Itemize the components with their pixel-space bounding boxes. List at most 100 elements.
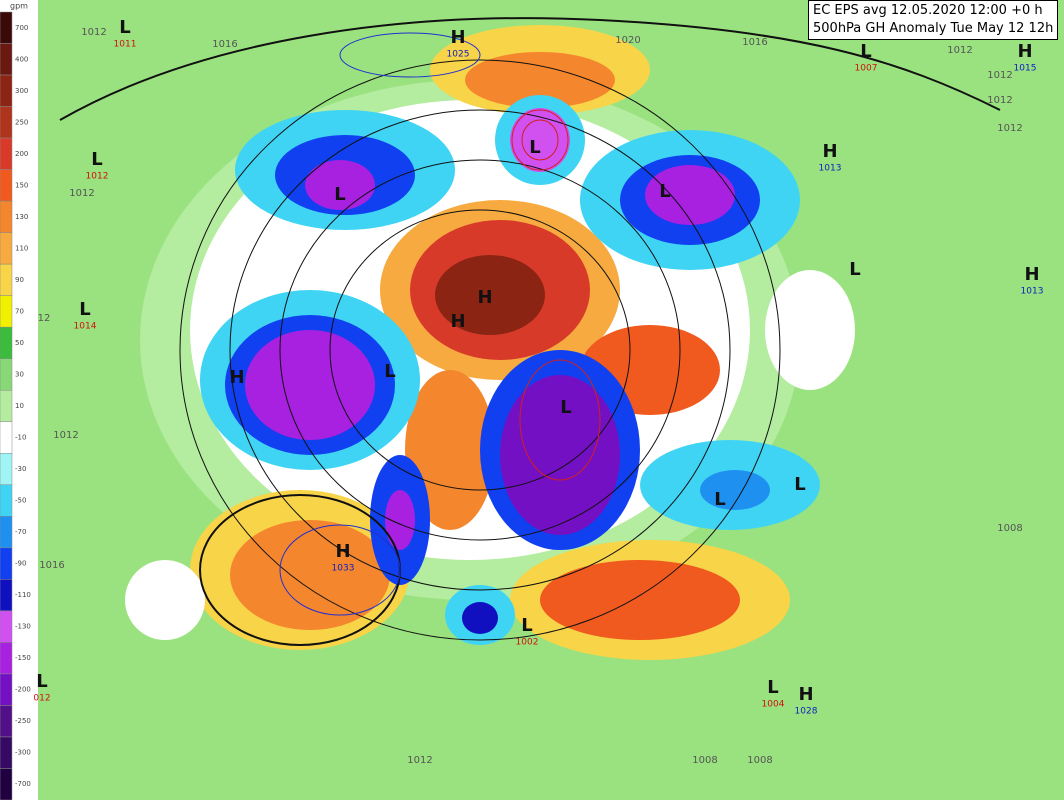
legend-swatch [0,295,13,328]
legend-label: -110 [15,591,31,599]
legend-label: 10 [15,402,24,410]
legend-swatch [0,169,13,202]
pressure-value: 1013 [1021,287,1044,297]
legend-swatch [0,673,13,706]
pressure-center: L [36,671,47,692]
legend-label: 150 [15,181,28,189]
legend-swatch [0,106,13,139]
pressure-value: 1004 [762,700,785,710]
legend-label: 110 [15,244,28,252]
pressure-center: H [335,541,350,562]
pressure-value: 1025 [447,50,470,60]
legend-label: 50 [15,339,24,347]
pressure-marker: L [714,489,725,510]
legend-swatch [0,137,13,170]
isobar-label: 1012 [407,755,432,766]
pressure-center: L [521,615,532,636]
legend-label: 30 [15,370,24,378]
pressure-marker: L [849,259,860,280]
pressure-marker: H [450,311,465,332]
legend-swatch [0,610,13,643]
isobar-label: 1008 [747,755,772,766]
pressure-marker: L [659,181,670,202]
isobar-label: 1012 [987,70,1012,81]
pressure-value: 1012 [86,172,109,182]
legend-swatch [0,579,13,612]
color-legend: gpm 700 400 300 250 200 150 130 110 90 70 50 30 10 -10… [0,0,38,800]
pressure-value: 012 [33,694,50,704]
title-line: 500hPa GH Anomaly Tue May 12 12h [813,21,1054,36]
title-box: EC EPS avg 12.05.2020 12:00 +0 h 500hPa … [808,0,1059,40]
legend-swatch [0,453,13,486]
isobar-label: 1016 [212,39,237,50]
isobar-label: 1012 [53,430,78,441]
isobar-label: 1008 [692,755,717,766]
legend-swatch [0,11,13,44]
legend-swatch [0,516,13,549]
legend-label: 300 [15,87,28,95]
legend-label: 70 [15,307,24,315]
legend-label: -250 [15,717,31,725]
legend-swatch [0,421,13,454]
pressure-center: L [860,41,871,62]
legend-label: 200 [15,150,28,158]
pressure-marker: L [794,474,805,495]
isobar-label: 1012 [69,188,94,199]
legend-label: -150 [15,654,31,662]
legend-label: -70 [15,528,26,536]
isobar-label: 1012 [947,45,972,56]
isobar-label: 1012 [81,27,106,38]
pressure-center: H [1017,41,1032,62]
isobar-label: 1020 [615,35,640,46]
legend-swatch [0,484,13,517]
isobar-label: 1016 [39,560,64,571]
legend-label: -90 [15,560,26,568]
pressure-value: 1028 [795,707,818,717]
legend-swatch [0,200,13,233]
legend-swatch [0,74,13,107]
isobar-label: 12 [38,313,51,324]
legend-label: -300 [15,749,31,757]
pressure-value: 1033 [332,564,355,574]
pressure-center: H [450,27,465,48]
title-line: EC EPS avg 12.05.2020 12:00 +0 h [813,3,1043,18]
pressure-center: L [91,149,102,170]
isobar-label: 1016 [742,37,767,48]
legend-label: 90 [15,276,24,284]
legend-label: 130 [15,213,28,221]
pressure-value: 1011 [114,40,137,50]
legend-label: -200 [15,686,31,694]
legend-swatch [0,232,13,265]
pressure-marker: L [334,184,345,205]
isobar-label: 1012 [997,123,1022,134]
pressure-value: 1013 [819,164,842,174]
pressure-marker: H [477,287,492,308]
legend-label: 250 [15,118,28,126]
pressure-center: H [822,141,837,162]
legend-label: -10 [15,434,26,442]
legend-swatch [0,547,13,580]
legend-label: -50 [15,497,26,505]
legend-swatch [0,358,13,391]
pressure-marker: H [229,367,244,388]
legend-swatch [0,705,13,738]
pressure-center: L [767,677,778,698]
legend-label: -130 [15,623,31,631]
pressure-center: L [119,17,130,38]
pressure-marker: L [384,361,395,382]
isobar-label: 1008 [997,523,1022,534]
pressure-value: 1014 [74,322,97,332]
pressure-center: L [79,299,90,320]
pressure-marker: L [529,137,540,158]
legend-swatch [0,263,13,296]
legend-label: -30 [15,465,26,473]
pressure-value: 1015 [1014,64,1037,74]
legend-swatch [0,768,13,800]
pressure-value: 1007 [855,64,878,74]
legend-label: 700 [15,24,28,32]
legend-unit: gpm [10,2,28,11]
isobar-label: 1012 [987,95,1012,106]
legend-swatch [0,389,13,423]
